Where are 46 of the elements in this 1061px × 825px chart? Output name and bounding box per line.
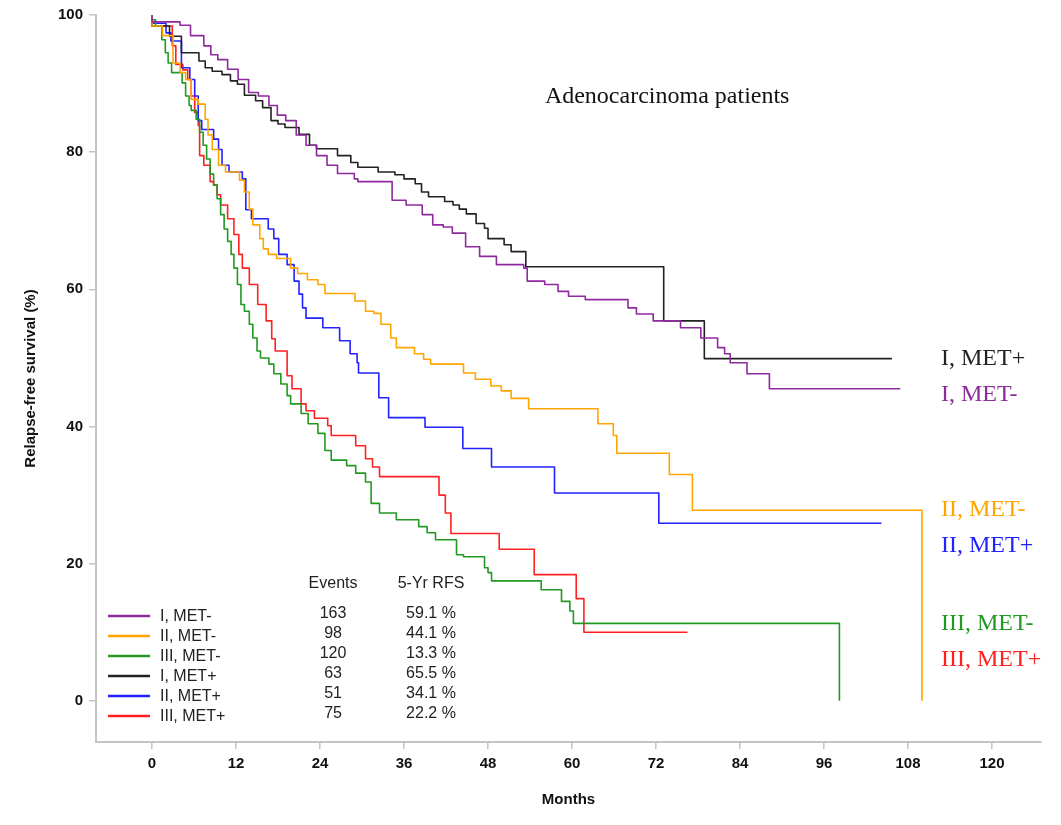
- annotation: 163: [319, 604, 347, 622]
- x-tick-label: 84: [731, 754, 750, 772]
- legend-label: III, MET+: [160, 707, 226, 725]
- annotation: 5-Yr RFS: [397, 574, 465, 592]
- annotation: 13.3 %: [406, 644, 456, 662]
- x-tick-label: 96: [815, 754, 833, 772]
- x-tick-label: 0: [147, 754, 157, 772]
- x-tick-label: 120: [979, 754, 1005, 772]
- y-axis-title: Relapse-free survival (%): [21, 289, 39, 468]
- text: I, MET+: [941, 343, 1026, 370]
- text: I, MET-: [941, 379, 1018, 406]
- y-tick-label: 80: [66, 142, 84, 160]
- annotation: 63: [324, 664, 343, 682]
- text: III, MET-: [941, 608, 1034, 635]
- x-tick-label: 48: [479, 754, 497, 772]
- text: II, MET+: [941, 531, 1034, 558]
- y-tick-label: 20: [66, 553, 84, 571]
- y-tick-label: 60: [66, 279, 84, 297]
- x-tick-label: 24: [311, 754, 330, 772]
- annotation: 44.1 %: [406, 624, 456, 642]
- text: III, MET+: [941, 644, 1042, 671]
- annotation: 51: [324, 684, 343, 702]
- x-tick-label: 12: [227, 754, 245, 772]
- annotation: 98: [324, 624, 343, 642]
- text: II, MET-: [941, 495, 1026, 522]
- legend-label: I, MET+: [160, 667, 217, 685]
- y-tick-label: 0: [74, 690, 84, 708]
- y-tick-label: 40: [66, 416, 84, 434]
- annotation: 65.5 %: [406, 664, 456, 682]
- annotation: 59.1 %: [406, 604, 456, 622]
- annotation: 34.1 %: [406, 684, 456, 702]
- annotation: Events: [308, 574, 358, 592]
- x-tick-label: 72: [647, 754, 665, 772]
- text: Adenocarcinoma patients: [544, 82, 790, 109]
- legend-label: II, MET-: [160, 627, 217, 645]
- annotation: 22.2 %: [406, 704, 456, 722]
- y-tick-label: 100: [58, 5, 84, 23]
- legend-label: I, MET-: [160, 607, 212, 625]
- x-axis-title: Months: [541, 790, 596, 808]
- x-tick-label: 36: [395, 754, 413, 772]
- annotation: 75: [324, 704, 343, 722]
- x-tick-label: 108: [895, 754, 921, 772]
- legend-label: II, MET+: [160, 687, 221, 705]
- annotation: 120: [319, 644, 347, 662]
- x-tick-label: 60: [563, 754, 581, 772]
- legend-label: III, MET-: [160, 647, 221, 665]
